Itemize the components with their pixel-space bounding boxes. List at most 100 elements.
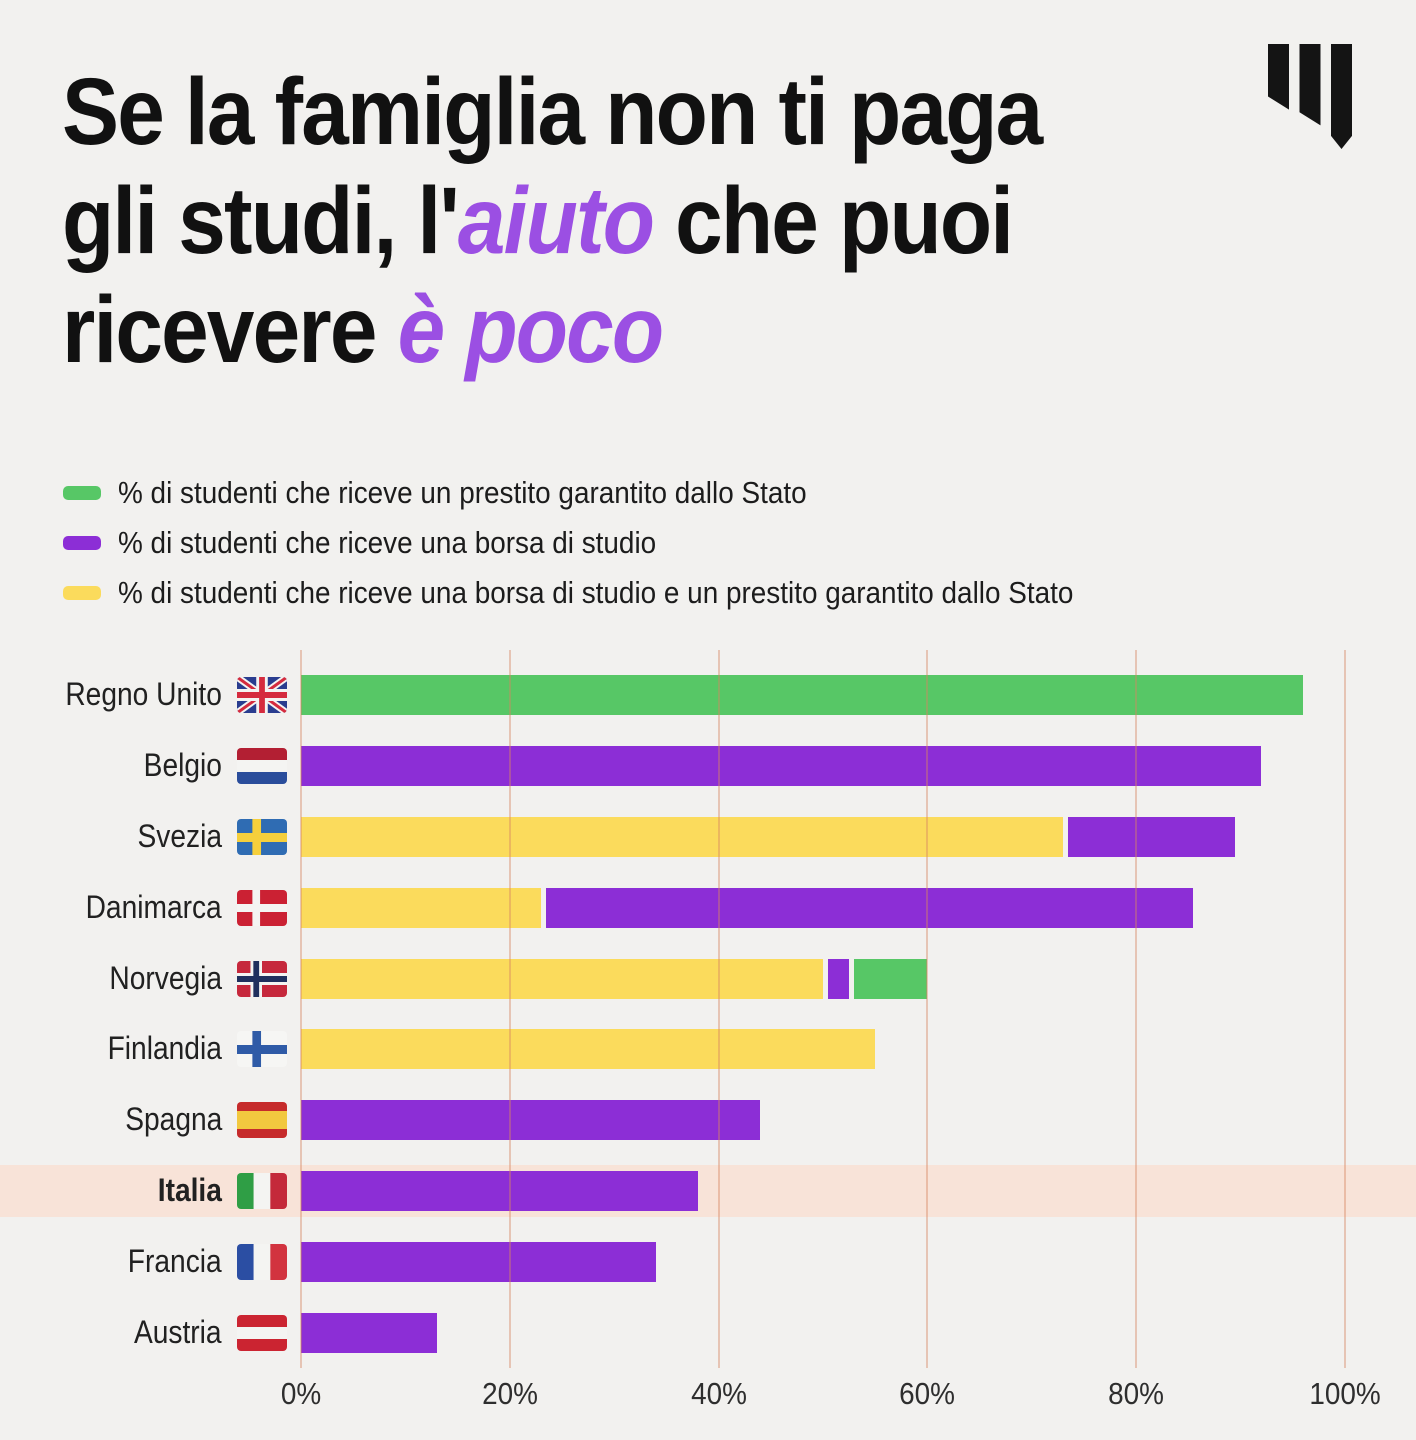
legend-item-purple: % di studenti che riceve una borsa di st… — [63, 518, 1180, 568]
bar-row-austria — [301, 1312, 437, 1353]
gridline-100% — [1344, 650, 1346, 1368]
category-label-italy: Italia — [0, 1172, 222, 1209]
title-line-text: Se la famiglia non ti paga — [62, 58, 1043, 167]
bar-segment-purple — [301, 1171, 698, 1211]
flag-italy-icon — [237, 1173, 287, 1209]
x-axis-tick-100%: 100% — [1305, 1376, 1384, 1412]
bar-row-france — [301, 1241, 656, 1282]
x-axis-tick-text: 40% — [690, 1376, 747, 1411]
category-label-austria: Austria — [0, 1314, 222, 1351]
gridline-40% — [717, 650, 720, 1368]
flag-spain-icon — [237, 1102, 287, 1139]
x-axis-tick-20%: 20% — [479, 1376, 541, 1412]
legend-item-green: % di studenti che riceve un prestito gar… — [63, 468, 1180, 518]
bar-row-sweden — [301, 817, 1236, 857]
will-media-logo — [1268, 44, 1352, 149]
legend-label: % di studenti che riceve una borsa di st… — [118, 525, 716, 561]
bar-row-finland — [301, 1029, 876, 1070]
legend-swatch-purple — [63, 536, 101, 550]
bar-segment-yellow — [301, 1029, 876, 1070]
x-axis-tick-60%: 60% — [896, 1376, 958, 1412]
bar-row-spain — [301, 1100, 761, 1141]
bar-row-uk — [301, 675, 1304, 716]
gridline-20% — [508, 650, 511, 1368]
category-label-uk: Regno Unito — [0, 676, 222, 713]
x-axis-tick-40%: 40% — [688, 1376, 750, 1412]
legend-label: % di studenti che riceve una borsa di st… — [118, 575, 1180, 611]
category-label-text: Francia — [128, 1242, 222, 1279]
category-label-text: Finlandia — [107, 1030, 222, 1067]
category-label-finland: Finlandia — [0, 1030, 222, 1067]
legend-label: % di studenti che riceve un prestito gar… — [118, 475, 883, 511]
legend-label-text: % di studenti che riceve un prestito gar… — [118, 475, 807, 510]
bar-row-nl — [301, 746, 1262, 787]
flag-uk-icon — [237, 677, 287, 714]
title-text: ricevere — [62, 277, 398, 383]
bar-segment-purple — [301, 1312, 437, 1353]
title-line-text: gli studi, l'aiuto che puoi — [62, 167, 1014, 276]
category-label-sweden: Svezia — [0, 818, 222, 855]
gridline-80% — [1135, 650, 1138, 1368]
category-label-text: Italia — [157, 1172, 222, 1208]
bar-row-italy — [301, 1171, 698, 1211]
flag-finland-icon — [237, 1031, 287, 1068]
legend-item-yellow: % di studenti che riceve una borsa di st… — [63, 568, 1180, 618]
gridline-60% — [926, 650, 929, 1368]
bar-segment-purple — [301, 1241, 656, 1282]
title-text: che puoi — [653, 168, 1014, 274]
legend-label-text: % di studenti che riceve una borsa di st… — [118, 575, 1074, 610]
category-label-nl: Belgio — [0, 747, 222, 784]
category-label-norway: Norvegia — [0, 960, 222, 997]
bar-segment-purple — [546, 887, 1194, 928]
flag-austria-icon — [237, 1314, 287, 1351]
x-axis-tick-text: 0% — [280, 1376, 322, 1411]
bar-segment-yellow — [301, 817, 1064, 857]
bar-segment-purple — [1068, 817, 1236, 857]
bar-segment-green — [301, 675, 1304, 716]
legend-swatch-green — [63, 486, 101, 500]
category-label-spain: Spagna — [0, 1101, 222, 1138]
flag-sweden-icon — [237, 819, 287, 855]
category-label-text: Austria — [134, 1313, 222, 1350]
bar-segment-purple — [828, 958, 849, 999]
x-axis-tick-text: 100% — [1309, 1376, 1381, 1411]
category-label-text: Spagna — [124, 1101, 222, 1138]
bar-segment-green — [853, 958, 927, 999]
legend-label-text: % di studenti che riceve una borsa di st… — [118, 525, 657, 560]
gridline-0% — [300, 650, 302, 1368]
bar-segment-yellow — [301, 887, 542, 928]
bar-segment-purple — [301, 1100, 761, 1141]
chart-legend: % di studenti che riceve un prestito gar… — [63, 468, 1180, 618]
bar-segment-yellow — [301, 958, 823, 999]
legend-swatch-yellow — [63, 586, 101, 600]
x-axis-tick-text: 20% — [481, 1376, 538, 1411]
flag-norway-icon — [237, 960, 287, 997]
highlight-band-italia — [0, 1165, 1416, 1217]
category-label-text: Regno Unito — [65, 676, 222, 713]
bar-row-denmark — [301, 887, 1194, 928]
category-label-text: Norvegia — [109, 959, 222, 996]
category-label-text: Belgio — [143, 747, 222, 784]
flag-denmark-icon — [237, 889, 287, 926]
category-label-denmark: Danimarca — [0, 889, 222, 926]
title-accent-text: è poco — [397, 277, 665, 383]
category-label-text: Svezia — [137, 818, 222, 854]
bar-segment-purple — [301, 746, 1262, 787]
x-axis-tick-80%: 80% — [1105, 1376, 1167, 1412]
title-line-3: ricevere è poco — [62, 276, 1150, 385]
flag-france-icon — [237, 1243, 287, 1280]
title-text: gli studi, l' — [62, 168, 460, 274]
w-logo-icon — [1268, 44, 1352, 149]
title-accent-text: aiuto — [457, 168, 655, 274]
title-line-text: ricevere è poco — [62, 276, 665, 385]
category-label-france: Francia — [0, 1243, 222, 1280]
title-line-2: gli studi, l'aiuto che puoi — [62, 167, 1150, 276]
page-title: Se la famiglia non ti paga gli studi, l'a… — [62, 58, 1150, 385]
title-text: Se la famiglia non ti paga — [62, 59, 1043, 165]
flag-nl-icon — [237, 748, 287, 785]
x-axis-tick-text: 60% — [899, 1376, 956, 1411]
bar-row-norway — [301, 958, 927, 999]
category-label-text: Danimarca — [85, 888, 222, 925]
title-line-1: Se la famiglia non ti paga — [62, 58, 1150, 167]
